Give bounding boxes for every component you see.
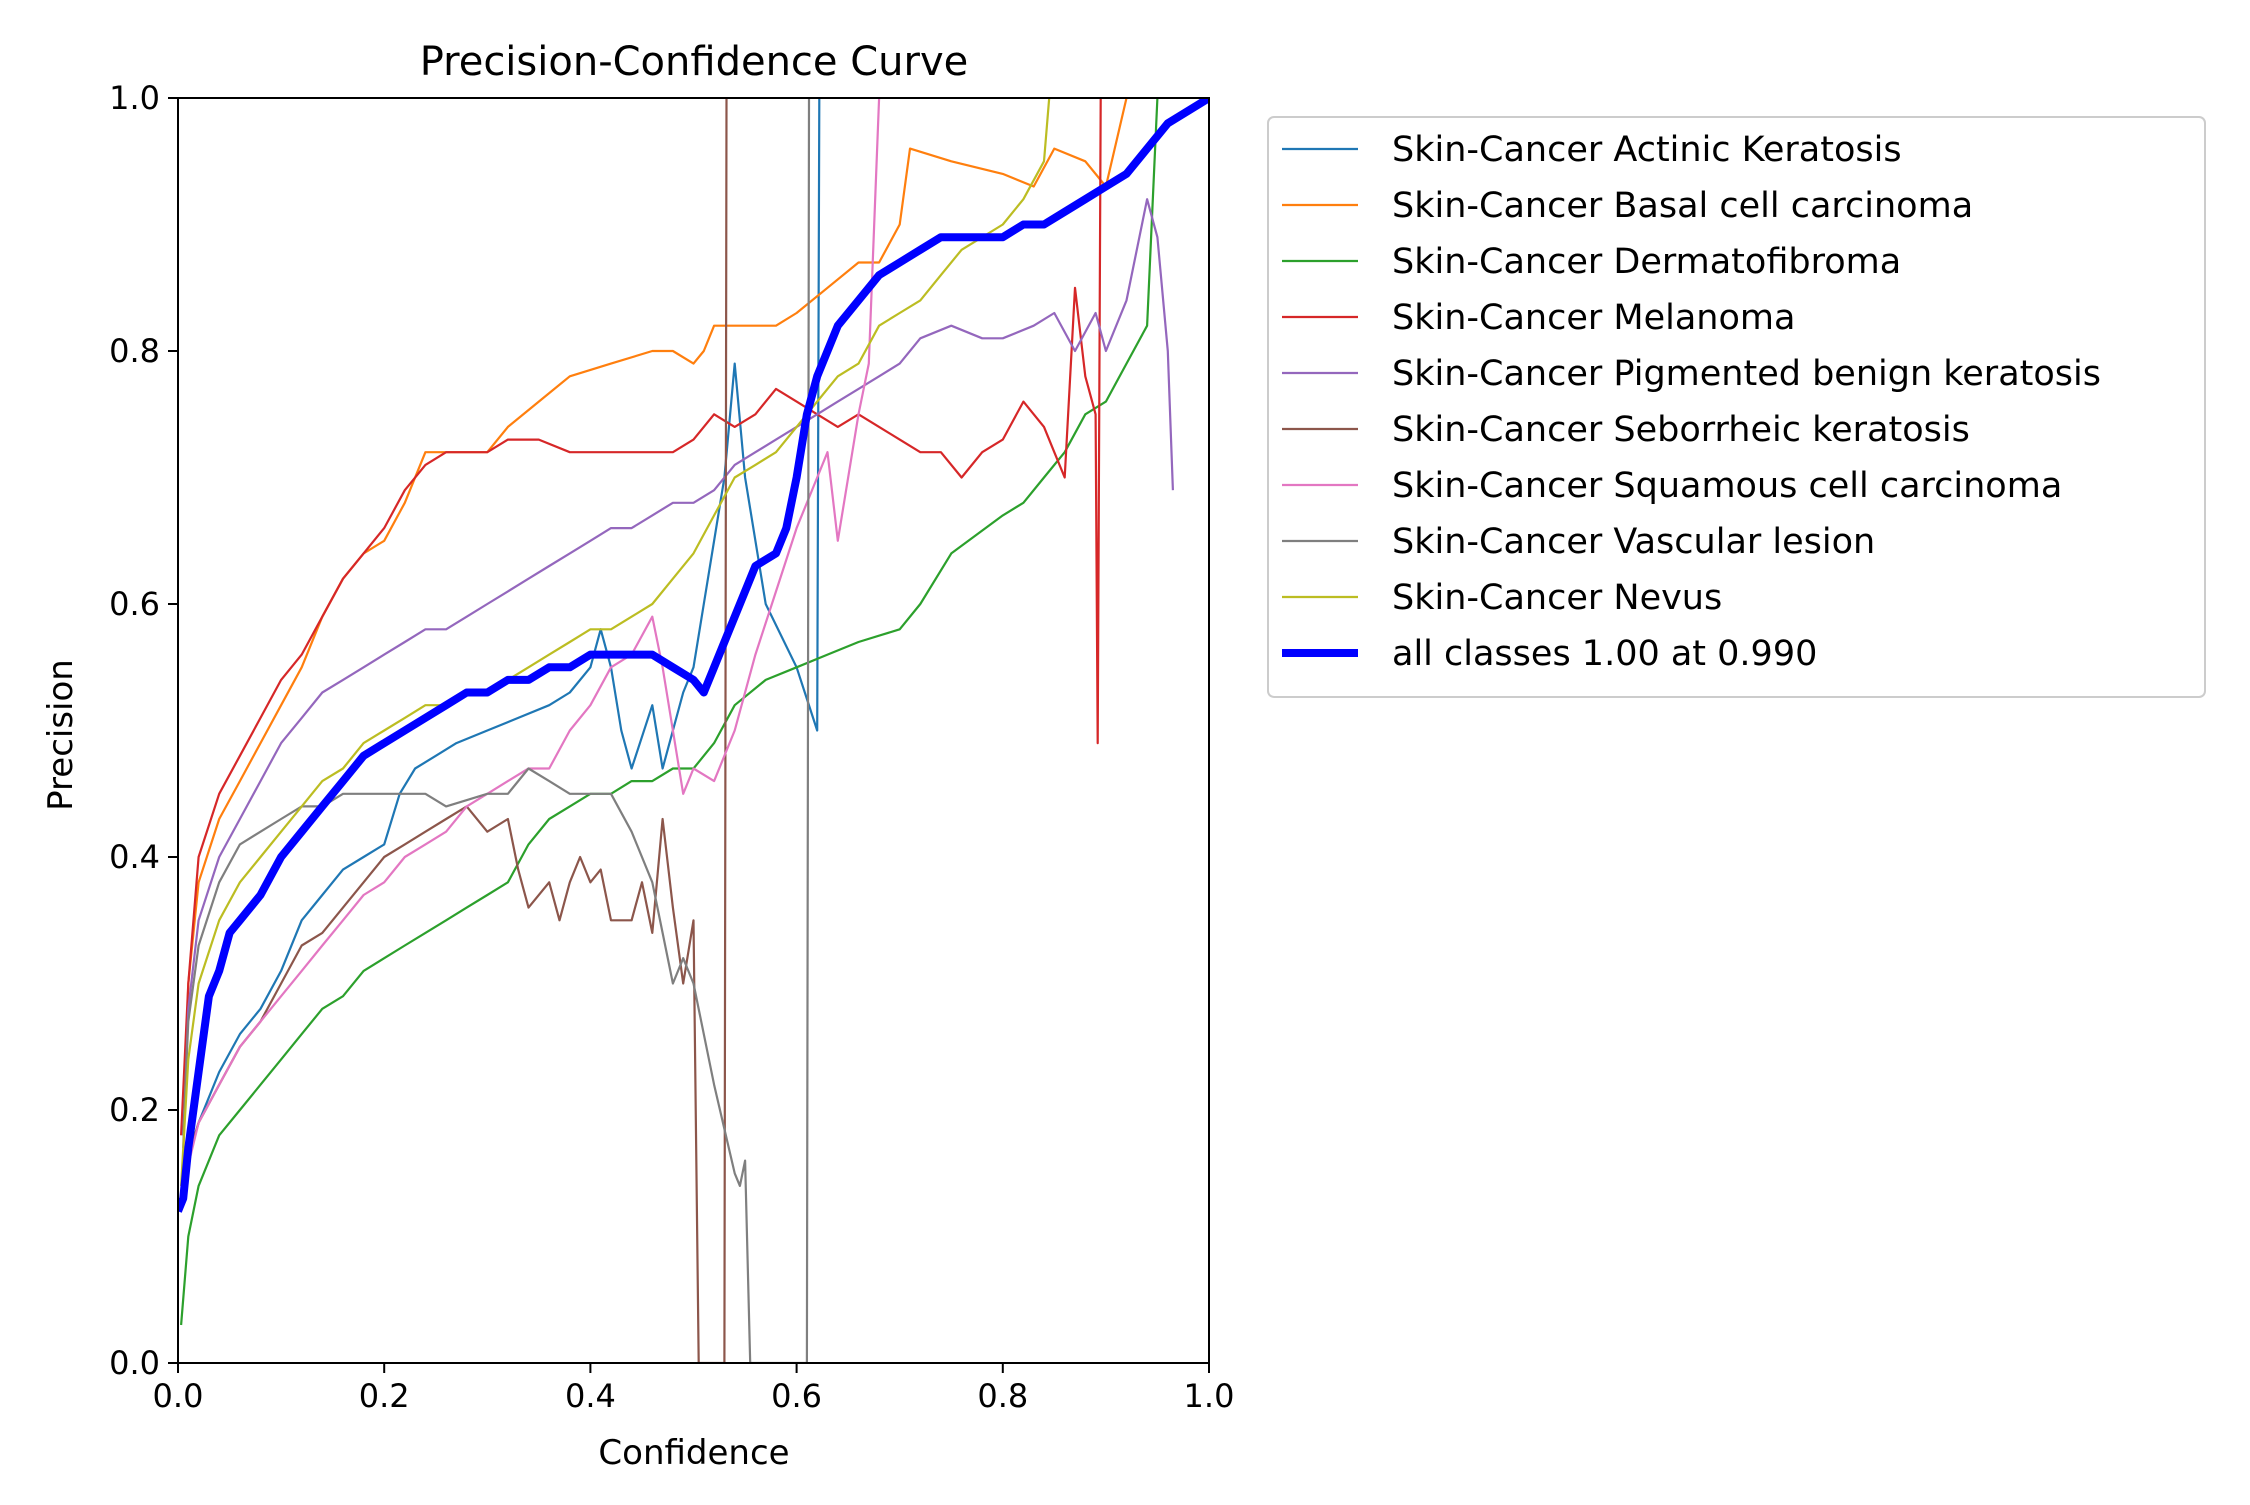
legend-label-all-classes-1-00-at-0-990: all classes 1.00 at 0.990	[1392, 634, 1817, 674]
legend-label-skin-cancer-vascular-lesion: Skin-Cancer Vascular lesion	[1392, 522, 1875, 562]
series-line-skin-cancer-melanoma	[180, 98, 1102, 1136]
legend-label-skin-cancer-nevus: Skin-Cancer Nevus	[1392, 578, 1722, 618]
y-tick-label: 0.6	[109, 585, 160, 623]
ticks-layer: 0.0 0.2 0.4 0.6 0.8 1.0 0.0 0.2 0.4 0.6 0.8 1.0	[109, 79, 1234, 1415]
series-layer	[178, 98, 1209, 1363]
y-tick-label: 0.4	[109, 838, 160, 876]
x-tick-label: 1.0	[1184, 1377, 1235, 1415]
series-line-skin-cancer-vascular-lesion	[182, 98, 811, 1363]
series-line-skin-cancer-actinic-keratosis	[182, 98, 821, 1174]
y-tick-label: 0.8	[109, 332, 160, 370]
x-tick-label: 0.6	[771, 1377, 822, 1415]
legend-label-skin-cancer-basal-cell-carcinoma: Skin-Cancer Basal cell carcinoma	[1392, 186, 1973, 226]
x-tick-label: 0.4	[565, 1377, 616, 1415]
x-tick-label: 0.8	[977, 1377, 1028, 1415]
x-axis-label: Confidence	[598, 1433, 789, 1473]
series-line-skin-cancer-pigmented-benign-keratosis	[182, 198, 1174, 1149]
legend: Skin-Cancer Actinic Keratosis Skin-Cancer…	[1267, 116, 2206, 698]
legend-label-skin-cancer-actinic-keratosis: Skin-Cancer Actinic Keratosis	[1392, 130, 1902, 170]
chart-title: Precision-Confidence Curve	[420, 39, 969, 85]
series-line-skin-cancer-squamous-cell-carcinoma	[182, 98, 881, 1187]
series-line-all-classes-1-00-at-0-990	[178, 98, 1209, 1213]
y-axis-label: Precision	[41, 659, 81, 811]
series-line-skin-cancer-basal-cell-carcinoma	[182, 98, 1128, 1161]
legend-label-skin-cancer-dermatofibroma: Skin-Cancer Dermatofibroma	[1392, 242, 1901, 282]
y-tick-label: 0.0	[109, 1344, 160, 1382]
y-tick-label: 0.2	[109, 1091, 160, 1129]
legend-label-skin-cancer-pigmented-benign-keratosis: Skin-Cancer Pigmented benign keratosis	[1392, 354, 2101, 394]
legend-label-skin-cancer-squamous-cell-carcinoma: Skin-Cancer Squamous cell carcinoma	[1392, 466, 2062, 506]
legend-label-skin-cancer-seborrheic-keratosis: Skin-Cancer Seborrheic keratosis	[1392, 410, 1970, 450]
y-tick-label: 1.0	[109, 79, 160, 117]
x-tick-label: 0.2	[359, 1377, 410, 1415]
series-line-skin-cancer-seborrheic-keratosis	[182, 98, 728, 1363]
legend-label-skin-cancer-melanoma: Skin-Cancer Melanoma	[1392, 298, 1795, 338]
legend-frame	[1267, 116, 2206, 698]
series-line-skin-cancer-nevus	[180, 98, 1051, 1186]
plot-area-frame	[177, 97, 1210, 1364]
x-tick-label: 0.0	[153, 1377, 204, 1415]
